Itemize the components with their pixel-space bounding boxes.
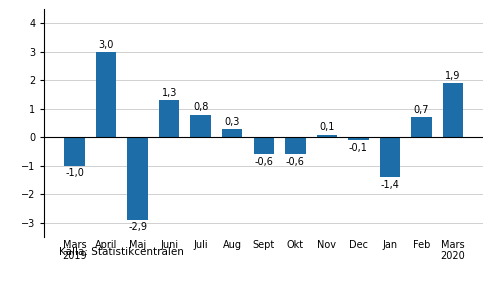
Text: 0,3: 0,3 xyxy=(224,116,240,126)
Bar xyxy=(96,52,116,137)
Bar xyxy=(64,137,85,166)
Text: 0,7: 0,7 xyxy=(414,105,429,115)
Bar xyxy=(222,129,243,137)
Text: -0,1: -0,1 xyxy=(349,143,368,153)
Text: -1,4: -1,4 xyxy=(381,180,399,190)
Text: Källa: Statistikcentralen: Källa: Statistikcentralen xyxy=(59,247,184,257)
Text: 3,0: 3,0 xyxy=(99,40,114,50)
Bar xyxy=(348,137,369,140)
Text: -2,9: -2,9 xyxy=(128,222,147,232)
Text: 1,3: 1,3 xyxy=(162,88,177,98)
Text: 0,1: 0,1 xyxy=(319,122,335,132)
Bar xyxy=(317,135,337,137)
Text: 1,9: 1,9 xyxy=(445,71,460,81)
Bar xyxy=(159,100,179,137)
Bar xyxy=(411,117,432,137)
Bar xyxy=(285,137,306,154)
Bar xyxy=(190,115,211,137)
Text: 0,8: 0,8 xyxy=(193,102,209,112)
Bar xyxy=(253,137,274,154)
Bar xyxy=(443,83,463,137)
Text: -0,6: -0,6 xyxy=(254,157,273,167)
Bar xyxy=(127,137,148,220)
Text: -0,6: -0,6 xyxy=(286,157,305,167)
Text: -1,0: -1,0 xyxy=(65,168,84,178)
Bar xyxy=(380,137,400,177)
